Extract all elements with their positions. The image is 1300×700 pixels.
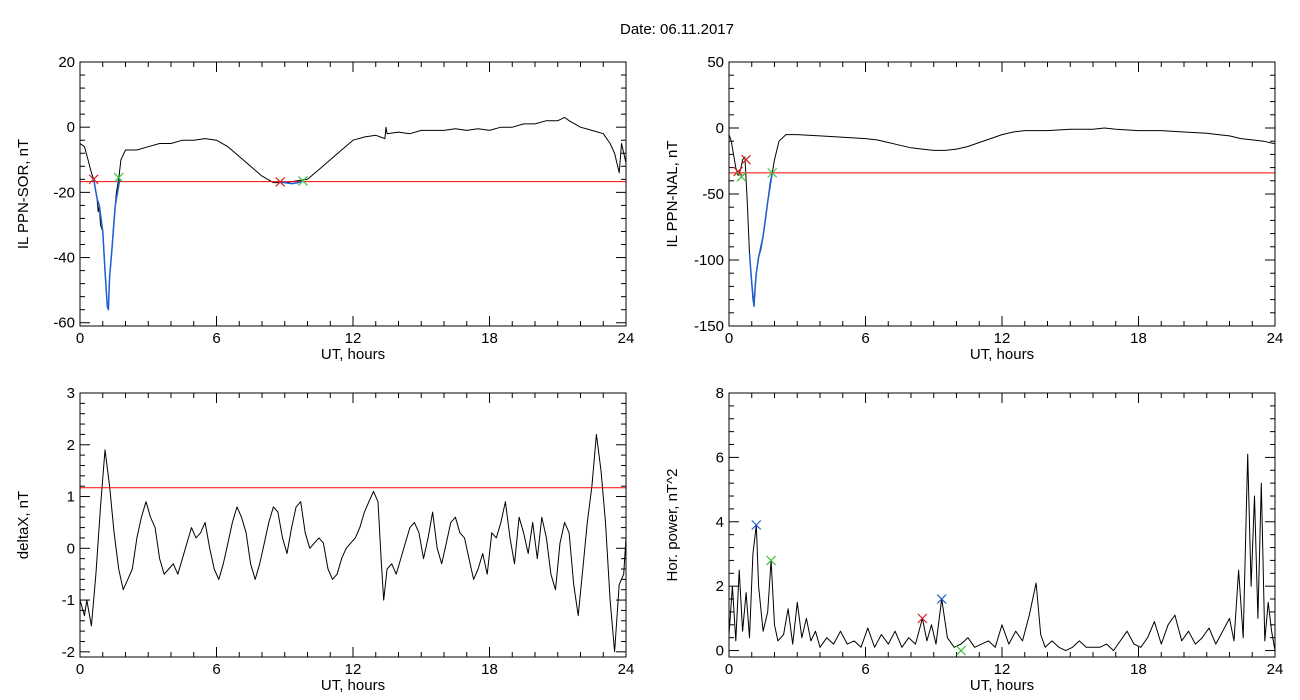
green-x-marker (956, 645, 966, 656)
y-tick-label: 4 (716, 514, 724, 531)
blue-x-marker (751, 520, 762, 530)
x-tick-label: 0 (725, 330, 733, 347)
x-axis-label: UT, hours (970, 346, 1034, 363)
y-tick-label: -40 (53, 250, 75, 267)
marker-stroke (736, 171, 747, 182)
y-tick-label: 2 (716, 578, 724, 595)
y-tick-label: -100 (694, 252, 724, 269)
tick-marks (79, 61, 627, 326)
y-tick-label: 0 (716, 643, 724, 660)
x-tick-label: 24 (1267, 330, 1284, 347)
green-x-marker (113, 172, 124, 183)
x-tick-label: 18 (481, 330, 498, 347)
y-tick-label: -150 (694, 318, 724, 335)
tick-marks (79, 392, 627, 657)
red-x-marker (733, 166, 744, 177)
x-tick-label: 0 (76, 661, 84, 678)
marker-stroke (113, 172, 124, 183)
x-tick-label: 6 (861, 661, 869, 678)
y-tick-label: -20 (53, 184, 75, 201)
x-tick-label: 24 (1267, 661, 1284, 678)
y-tick-label: -1 (62, 592, 75, 609)
x-tick-label: 12 (345, 661, 362, 678)
y-tick-label: -50 (702, 186, 724, 203)
y-tick-label: 6 (716, 449, 724, 466)
marker-stroke (733, 166, 744, 177)
y-tick-label: 8 (716, 385, 724, 402)
marker-stroke (917, 613, 928, 624)
x-tick-label: 18 (1130, 661, 1147, 678)
y-tick-label: 20 (58, 54, 75, 71)
x-tick-label: 18 (481, 661, 498, 678)
y-tick-label: 3 (67, 385, 75, 402)
x-tick-label: 6 (861, 330, 869, 347)
y-axis-label: IL PPN-SOR, nT (15, 139, 32, 249)
x-axis-label: UT, hours (321, 346, 385, 363)
plot-data (729, 127, 1275, 307)
green-x-marker (298, 176, 308, 186)
plot-data (80, 433, 626, 653)
figure-title: Date: 06.11.2017 (620, 21, 734, 38)
x-tick-label: 0 (725, 661, 733, 678)
y-axis-label: IL PPN-NAL, nT (664, 141, 681, 248)
y-tick-label: 0 (716, 120, 724, 137)
x-axis-label: UT, hours (970, 677, 1034, 694)
red-x-marker (917, 613, 928, 624)
marker-stroke (936, 594, 947, 604)
red-x-marker (741, 154, 751, 165)
panel-power: 0 6 12 18 24 8 6 4 2 0 UT, hours Hor. power, nT^2 (664, 385, 1283, 694)
plot-data (729, 453, 1275, 656)
plot-frame (79, 61, 627, 327)
plot-data (80, 116, 626, 311)
x-tick-label: 6 (212, 661, 220, 678)
red-x-marker (88, 174, 99, 185)
x-tick-label: 12 (345, 330, 362, 347)
x-tick-label: 6 (212, 330, 220, 347)
marker-stroke (766, 555, 777, 566)
green-x-marker (766, 555, 777, 566)
tick-marks (728, 392, 1276, 657)
y-tick-label: 50 (707, 54, 724, 71)
y-tick-label: 0 (67, 119, 75, 136)
marker-stroke (956, 645, 966, 656)
x-axis-label: UT, hours (321, 677, 385, 694)
y-axis-label: Hor. power, nT^2 (664, 469, 681, 582)
panel-deltax: 0 6 12 18 24 3 2 1 0 -1 -2 UT, hours deltaX, nT (15, 385, 634, 694)
x-tick-label: 18 (1130, 330, 1147, 347)
y-tick-label: 0 (67, 540, 75, 557)
green-x-marker (736, 171, 747, 182)
blue-x-marker (936, 594, 947, 604)
plot-frame (79, 392, 627, 658)
highlight-series-line (92, 179, 121, 311)
marker-stroke (767, 167, 778, 178)
x-tick-label: 24 (618, 661, 635, 678)
marker-stroke (741, 154, 751, 165)
red-x-marker (275, 177, 286, 187)
green-x-marker (767, 167, 778, 178)
y-tick-label: 1 (67, 489, 75, 506)
plot-frame (728, 392, 1276, 658)
trace-series-line (80, 433, 626, 653)
y-tick-label: -2 (62, 644, 75, 661)
plot-frame (728, 61, 1276, 327)
panel-sor: 0 6 12 18 24 20 0 -20 -40 -60 UT, hours IL PPN-SOR,… (15, 54, 634, 363)
x-tick-label: 24 (618, 330, 635, 347)
trace-series-line (729, 453, 1275, 652)
x-tick-label: 0 (76, 330, 84, 347)
y-tick-label: 2 (67, 437, 75, 454)
panel-nal: 0 6 12 18 24 50 0 -50 -100 -150 UT, hours IL PPN-NA… (664, 54, 1283, 363)
highlight-series-line (748, 172, 773, 307)
x-tick-label: 12 (994, 661, 1011, 678)
marker-stroke (298, 176, 308, 186)
y-axis-label: deltaX, nT (15, 491, 32, 559)
x-tick-label: 12 (994, 330, 1011, 347)
marker-stroke (88, 174, 99, 185)
marker-stroke (751, 520, 762, 530)
highlight-series-line (280, 180, 304, 185)
marker-stroke (275, 177, 286, 187)
y-tick-label: -60 (53, 315, 75, 332)
